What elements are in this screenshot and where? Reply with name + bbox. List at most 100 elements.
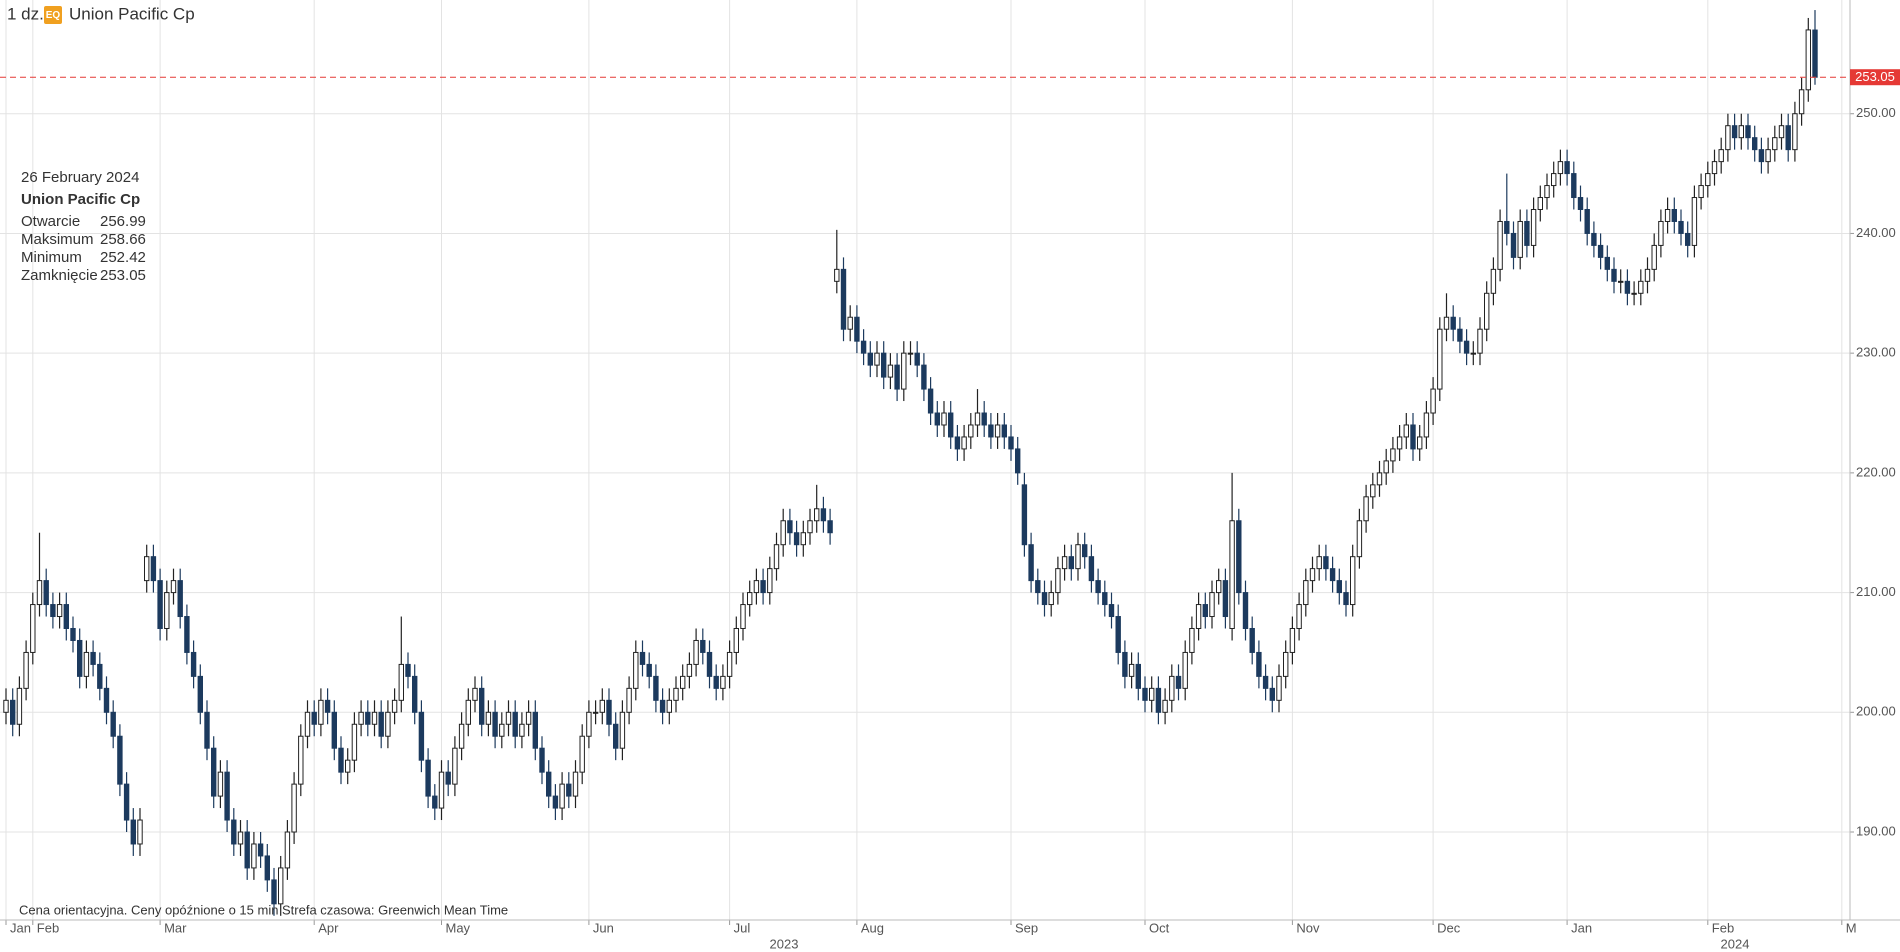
- candle-body: [1457, 328, 1463, 342]
- candle-body: [1678, 220, 1684, 234]
- x-tick-label: Sep: [1015, 920, 1038, 935]
- candle-body: [800, 532, 806, 546]
- candle-body: [391, 699, 398, 713]
- x-tick-label: M: [1846, 920, 1857, 935]
- candle-body: [1108, 604, 1115, 618]
- candle-body: [1296, 604, 1302, 629]
- tooltip-label: Otwarcie: [21, 213, 80, 230]
- candle-body: [1711, 161, 1718, 175]
- candle-body: [934, 412, 940, 426]
- candle-body: [1604, 256, 1610, 270]
- candle-body: [881, 352, 887, 378]
- candle-body: [1128, 663, 1135, 677]
- candle-body: [1329, 568, 1336, 582]
- candle-body: [1048, 592, 1054, 606]
- candle-body: [1403, 424, 1409, 438]
- candle-body: [1477, 328, 1483, 354]
- candle-body: [1644, 268, 1651, 282]
- candle-body: [1115, 616, 1121, 653]
- overlay-layer: 253.05: [0, 69, 1900, 86]
- candle-body: [170, 580, 177, 594]
- candle-body: [190, 651, 197, 677]
- candle-body: [144, 556, 150, 582]
- candle-body: [398, 663, 405, 701]
- candle-body: [50, 604, 56, 618]
- candle-body: [988, 424, 994, 438]
- candle-body: [63, 604, 69, 629]
- candle-body: [1242, 592, 1249, 629]
- x-tick-label: Jun: [593, 920, 614, 935]
- candle-body: [586, 711, 592, 737]
- candle-body: [36, 580, 43, 606]
- candle-body: [646, 663, 652, 677]
- candle-body: [780, 520, 786, 546]
- candle-body: [479, 687, 485, 725]
- candle-body: [1611, 268, 1617, 282]
- candle-body: [123, 783, 130, 821]
- candle-body: [1631, 292, 1637, 295]
- candle-body: [1383, 460, 1389, 474]
- candle-body: [1430, 388, 1436, 414]
- tooltip-label: Minimum: [21, 249, 82, 266]
- candle-body: [1175, 675, 1182, 689]
- candle-body: [1557, 161, 1564, 175]
- candle-body: [840, 268, 847, 330]
- candle-body: [1236, 520, 1242, 594]
- candle-body: [371, 711, 378, 725]
- candle-body: [70, 627, 76, 641]
- candle-body: [1510, 232, 1517, 258]
- candle-body: [606, 699, 612, 725]
- candle-body: [706, 651, 713, 677]
- candle-body: [860, 340, 867, 354]
- candle-body: [217, 771, 224, 797]
- footer-note: Cena orientacyjna. Ceny opóźnione o 15 m…: [19, 902, 278, 917]
- candle-body: [994, 424, 1001, 438]
- tooltip-label: Maksimum: [21, 231, 94, 248]
- candle-body: [1162, 699, 1168, 713]
- candle-body: [1798, 89, 1805, 115]
- candle-body: [626, 687, 632, 713]
- candle-body: [532, 711, 538, 749]
- x-tick-label: Mar: [164, 920, 187, 935]
- candle-body: [1752, 137, 1758, 151]
- candle-body: [874, 352, 880, 366]
- candle-body: [231, 819, 237, 845]
- candle-body: [1001, 424, 1007, 438]
- candle-body: [827, 520, 833, 534]
- candle-body: [1209, 592, 1215, 618]
- instrument-name[interactable]: Union Pacific Cp: [69, 4, 195, 23]
- candle-body: [653, 675, 659, 701]
- candle-body: [1356, 520, 1363, 558]
- candle-body: [686, 663, 693, 677]
- tooltip-value: 256.99: [100, 213, 146, 230]
- tooltip-rows: Otwarcie 256.99 Maksimum 258.66 Minimum 252.4…: [21, 213, 146, 284]
- candle-body: [1577, 197, 1584, 210]
- y-tick-label: 210.00: [1856, 584, 1896, 599]
- candle-body: [1812, 29, 1818, 78]
- y-tick-label: 190.00: [1856, 823, 1896, 838]
- candle-body: [177, 580, 183, 618]
- candle-body: [1055, 568, 1061, 594]
- candle-body: [901, 352, 907, 390]
- candle-body: [1725, 125, 1731, 151]
- candle-body: [331, 711, 338, 749]
- candle-body: [56, 604, 63, 618]
- candle-body: [458, 723, 465, 749]
- candle-body: [117, 735, 123, 785]
- candle-body: [673, 687, 679, 701]
- candle-body: [948, 412, 954, 438]
- interval-label[interactable]: 1 dz.: [7, 4, 44, 23]
- candle-body: [1102, 592, 1108, 606]
- tooltip-label: Zamknięcie: [21, 267, 98, 284]
- candle-body: [579, 735, 585, 773]
- candle-body: [1189, 627, 1195, 653]
- badge-label: EQ: [46, 10, 61, 21]
- candle-body: [385, 711, 391, 737]
- x-tick-label: Apr: [318, 920, 339, 935]
- candle-body: [713, 675, 719, 689]
- candle-body: [1745, 125, 1751, 139]
- candle-body: [941, 412, 947, 426]
